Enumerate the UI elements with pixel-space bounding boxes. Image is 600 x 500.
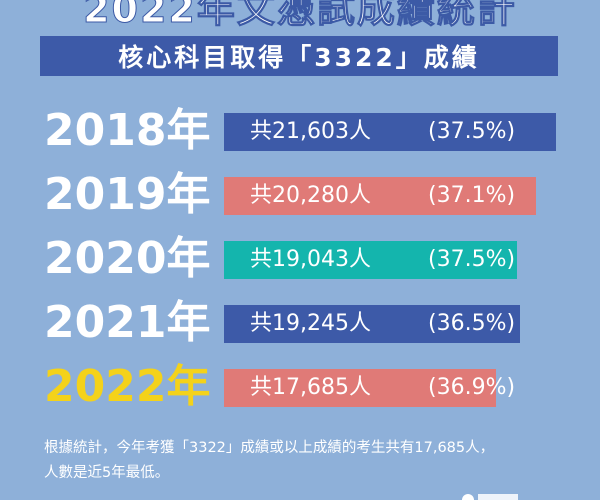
page-subtitle: 核心科目取得「3322」成績 xyxy=(40,36,558,76)
bar-percent-label: (36.5%) xyxy=(428,311,516,336)
chart-row: 2021年 共19,245人 (36.5%) xyxy=(0,298,600,348)
bar xyxy=(224,177,536,215)
bar-count-label: 共17,685人 xyxy=(250,375,371,400)
bar-count-label: 共21,603人 xyxy=(250,119,371,144)
page-title: 2022年文憑試成績統計 xyxy=(83,0,517,32)
chart-row: 2020年 共19,043人 (37.5%) xyxy=(0,234,600,284)
footnote: 根據統計，今年考獲「3322」成績或以上成績的考生共有17,685人， 人數是近… xyxy=(44,436,564,486)
bar-percent-label: (37.5%) xyxy=(428,247,516,272)
year-label: 2020年 xyxy=(44,233,211,284)
bar xyxy=(224,113,556,151)
footnote-line-2: 人數是近5年最低。 xyxy=(44,465,170,481)
year-label: 2018年 xyxy=(44,105,211,156)
bar xyxy=(224,369,496,407)
chart-row: 2019年 共20,280人 (37.1%) xyxy=(0,170,600,220)
year-label: 2022年 xyxy=(44,361,211,412)
year-label: 2021年 xyxy=(44,297,211,348)
chart-row: 2018年 共21,603人 (37.5%) xyxy=(0,106,600,156)
bar xyxy=(224,305,520,343)
bar-percent-label: (37.1%) xyxy=(428,183,516,208)
bar-percent-label: (37.5%) xyxy=(428,119,516,144)
bar-percent-label: (36.9%) xyxy=(428,375,516,400)
logo-icon xyxy=(462,494,518,500)
bar-count-label: 共20,280人 xyxy=(250,183,371,208)
footnote-line-1: 根據統計，今年考獲「3322」成績或以上成績的考生共有17,685人， xyxy=(44,440,495,456)
year-label: 2019年 xyxy=(44,169,211,220)
bar-count-label: 共19,245人 xyxy=(250,311,371,336)
bar-count-label: 共19,043人 xyxy=(250,247,371,272)
bar xyxy=(224,241,517,279)
chart-row: 2022年 共17,685人 (36.9%) xyxy=(0,362,600,412)
